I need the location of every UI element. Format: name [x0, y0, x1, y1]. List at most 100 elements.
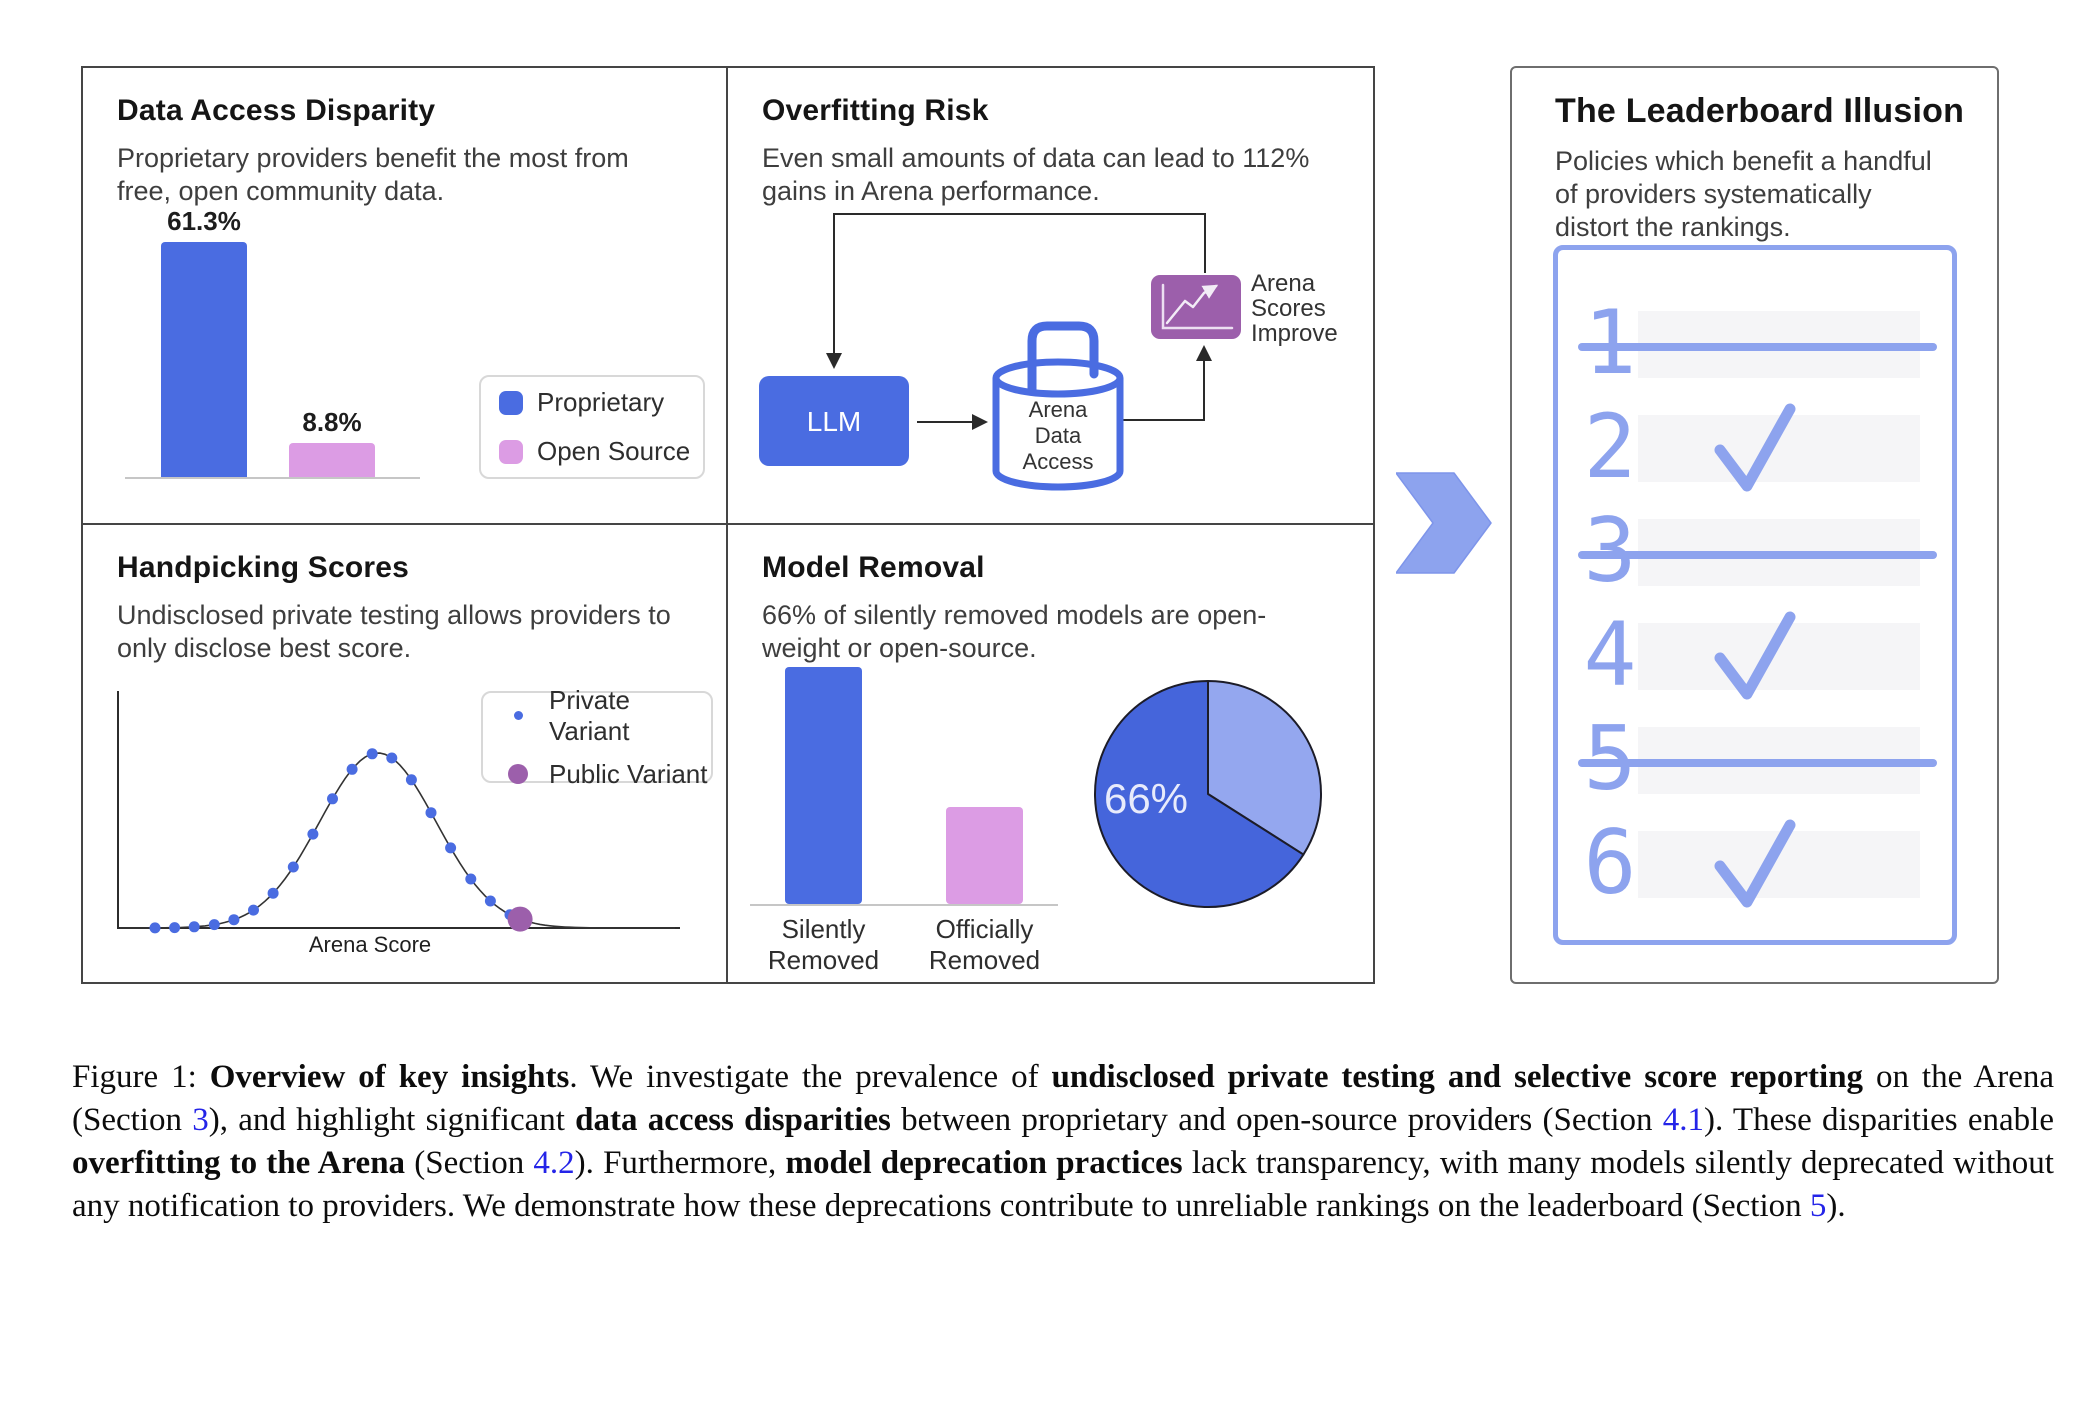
leaderboard-row-1-strikethrough — [1578, 343, 1937, 351]
bar-category-label: Silently Removed — [767, 914, 880, 975]
leaderboard-list: 123456 — [1553, 245, 1957, 945]
leaderboard-row-4-checkmark-icon — [1713, 610, 1797, 711]
caption-text: ), and highlight significant — [208, 1102, 576, 1138]
caption-text: ). — [1826, 1188, 1846, 1224]
caption-text: (Section — [405, 1145, 534, 1181]
panel-title: Model Removal — [762, 551, 985, 584]
leaderboard-row-2-checkmark-icon — [1713, 402, 1797, 503]
private-variant-dot — [267, 887, 279, 899]
caption-bold-text: undisclosed private testing and selectiv… — [1051, 1059, 1864, 1095]
leaderboard-row-5-rank: 5 — [1580, 711, 1640, 807]
checkmark-icon — [1714, 611, 1796, 700]
private-variant-dot — [346, 763, 358, 775]
caption-bold-text: data access disparities — [575, 1102, 891, 1138]
bar-value-label: 61.3% — [167, 206, 241, 236]
panel-subtitle: Undisclosed private testing allows provi… — [117, 600, 671, 663]
figure-caption: Figure 1: Overview of key insights. We i… — [72, 1056, 2054, 1228]
db-label-line3: Access — [1023, 449, 1094, 474]
caption-text: ). Furthermore, — [574, 1145, 786, 1181]
private-variant-dot — [405, 774, 417, 786]
bar-category-label: Officially Removed — [928, 914, 1041, 975]
caption-text: ). These disparities enable — [1704, 1102, 2054, 1138]
caption-bold-text: Overview of key insights — [209, 1059, 570, 1095]
panel-title: Handpicking Scores — [117, 551, 410, 584]
leaderboard-row-1-rank: 1 — [1580, 295, 1640, 391]
bar-chart-data-access: 61.3% 8.8% — [83, 68, 728, 525]
llm-label: LLM — [807, 406, 861, 437]
score-chart-icon — [1151, 275, 1241, 339]
legend-label: Private Variant — [549, 684, 630, 746]
legend-handpicking: Private Variant Public Variant — [481, 685, 713, 789]
overfitting-flow-diagram: LLM Arena Data Access Arena Scores — [759, 213, 1338, 491]
panel-overfitting-risk: Overfitting Risk Even small amounts of d… — [728, 68, 1373, 525]
section-link[interactable]: 5 — [1809, 1188, 1827, 1224]
panel-subtitle: Even small amounts of data can lead to 1… — [762, 143, 1310, 206]
bar-silently-removed — [785, 667, 862, 904]
panel-title: Overfitting Risk — [762, 94, 989, 127]
x-axis-baseline — [125, 477, 420, 479]
section-link[interactable]: 3 — [192, 1102, 209, 1138]
leaderboard-row-4-rank: 4 — [1583, 603, 1637, 706]
panel-title: The Leaderboard Illusion — [1555, 92, 1965, 130]
data-to-scores-arrow — [1122, 345, 1212, 421]
private-variant-dot — [248, 904, 259, 916]
x-axis-baseline — [750, 904, 1058, 906]
private-variant-dot — [287, 861, 299, 873]
caption-bold-text: model deprecation practices — [785, 1145, 1183, 1181]
legend-swatch-icon — [499, 439, 523, 464]
bar-open-source — [289, 443, 375, 477]
private-variant-dot — [208, 919, 220, 931]
legend-dot-icon — [513, 711, 523, 720]
legend-label: Open Source — [537, 436, 691, 466]
private-variant-dot — [425, 807, 437, 819]
caption-text: Figure 1: — [72, 1059, 210, 1095]
section-link[interactable]: 4.1 — [1662, 1102, 1705, 1138]
checkmark-icon — [1714, 403, 1796, 492]
llm-box — [759, 376, 909, 466]
pie-slice-silent-open-66 — [1094, 680, 1305, 908]
checkmark-icon — [1714, 819, 1796, 908]
database-icon — [992, 321, 1124, 491]
panel-title: Data Access Disparity — [117, 94, 436, 127]
private-variant-dot — [188, 921, 200, 933]
panel-model-removal: Model Removal 66% of silently removed mo… — [728, 525, 1373, 982]
section-link[interactable]: 4.2 — [533, 1145, 575, 1181]
legend-item-private-variant: Private Variant — [501, 685, 711, 747]
legend-item-proprietary: Proprietary — [499, 387, 703, 418]
score-distribution-chart: Arena Score — [117, 691, 680, 957]
pie-chart-model-removal: 66% — [1094, 680, 1322, 908]
scores-label-line1: Arena — [1251, 270, 1316, 297]
scores-label-line3: Improve — [1251, 320, 1338, 347]
leaderboard-row-6-rank: 6 — [1583, 811, 1637, 914]
x-axis-label: Arena Score — [309, 932, 431, 957]
legend-label: Public Variant — [549, 758, 708, 789]
panel-leaderboard-illusion: The Leaderboard Illusion Policies which … — [1510, 66, 1999, 984]
private-variant-dot — [228, 914, 240, 926]
bar-officially-removed — [946, 807, 1023, 904]
db-label-line2: Data — [1035, 423, 1082, 448]
bar-chart-model-removal: Silently Removed Officially Removed — [728, 525, 1373, 982]
caption-bold-text: overfitting to the Arena — [72, 1145, 406, 1181]
private-variant-dot — [307, 828, 319, 840]
private-variant-dot — [149, 922, 161, 934]
private-variant-dot — [169, 922, 181, 934]
leaderboard-row-2-rank: 2 — [1583, 395, 1637, 498]
private-variant-dot — [366, 748, 378, 760]
private-variant-dot — [386, 752, 398, 764]
public-variant-dot — [507, 906, 533, 932]
private-variant-dot — [465, 873, 477, 885]
bar-proprietary — [161, 242, 247, 477]
scores-label-line2: Scores — [1251, 295, 1326, 322]
panel-handpicking-scores: Handpicking Scores Undisclosed private t… — [83, 525, 728, 982]
chart-axes — [117, 691, 680, 929]
panel-subtitle: Policies which benefit a handful of prov… — [1555, 146, 1932, 242]
legend-data-access: Proprietary Open Source — [479, 375, 705, 479]
caption-text: on the Arena (Section — [72, 1059, 2054, 1138]
private-variant-dot — [445, 842, 457, 854]
leaderboard-row-5-strikethrough — [1578, 759, 1937, 767]
db-label-line1: Arena — [1029, 397, 1088, 422]
feedback-loop-arrow — [826, 213, 1206, 369]
legend-swatch-icon — [499, 390, 523, 415]
caption-text: lack transparency, with many models sile… — [72, 1145, 2054, 1224]
